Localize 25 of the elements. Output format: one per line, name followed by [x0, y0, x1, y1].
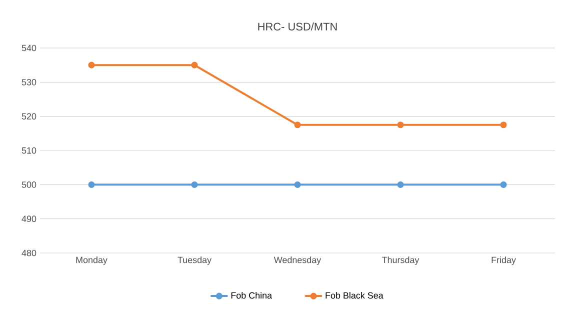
point [191, 62, 198, 68]
x-tick-label: Thursday [382, 256, 420, 265]
y-tick-label: 540 [22, 44, 36, 52]
legend-label: Fob Black Sea [326, 292, 384, 299]
chart-title: HRC- USD/MTN [258, 22, 337, 31]
point [88, 62, 95, 68]
point [397, 122, 404, 128]
x-tick-label: Wednesday [274, 256, 322, 265]
y-tick-label: 530 [22, 78, 36, 86]
y-tick-label: 500 [22, 181, 36, 188]
point [88, 181, 95, 188]
legend-label: Fob China [231, 292, 272, 299]
point [191, 181, 198, 188]
point [500, 122, 507, 128]
x-tick-label: Friday [492, 256, 516, 265]
y-tick-label: 480 [22, 250, 36, 256]
point [294, 122, 301, 128]
point [397, 181, 404, 188]
y-tick-label: 490 [22, 216, 36, 222]
y-tick-label: 510 [22, 147, 36, 154]
point [500, 181, 507, 188]
x-tick-label: Tuesday [178, 256, 212, 265]
point [294, 181, 301, 188]
y-tick-label: 520 [22, 113, 36, 120]
x-tick-label: Monday [76, 256, 108, 265]
